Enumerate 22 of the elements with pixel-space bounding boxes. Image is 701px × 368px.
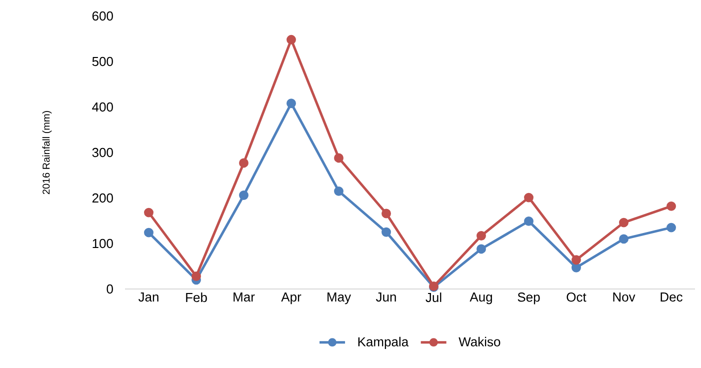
x-tick-label: May (328, 292, 351, 304)
y-tick-label: 100 (92, 238, 113, 248)
y-axis-title: 2016 Rainfall (mm) (42, 111, 52, 194)
y-tick-label: 300 (92, 148, 113, 158)
y-tick-label: 400 (92, 102, 113, 112)
x-tick-label: Apr (281, 292, 302, 304)
x-tick-label: Jul (426, 292, 442, 302)
x-tick-label: Jan (138, 292, 158, 302)
x-tick-label: Mar (234, 292, 255, 302)
y-tick-label: 500 (92, 56, 113, 66)
x-tick-label: Aug (470, 292, 492, 304)
y-tick-label: 200 (92, 193, 113, 203)
legend-label: Kampala (358, 336, 409, 349)
x-tick-label: Dec (660, 292, 682, 302)
x-tick-label: Nov (613, 292, 636, 302)
y-tick-label: 600 (92, 11, 113, 21)
x-tick-label: Sep (518, 292, 540, 304)
legend-label: Wakiso (458, 336, 500, 346)
x-tick-label: Oct (566, 292, 586, 302)
x-tick-label: Jun (376, 292, 396, 302)
y-tick-label: 0 (106, 284, 113, 294)
x-tick-label: Feb (186, 292, 207, 302)
